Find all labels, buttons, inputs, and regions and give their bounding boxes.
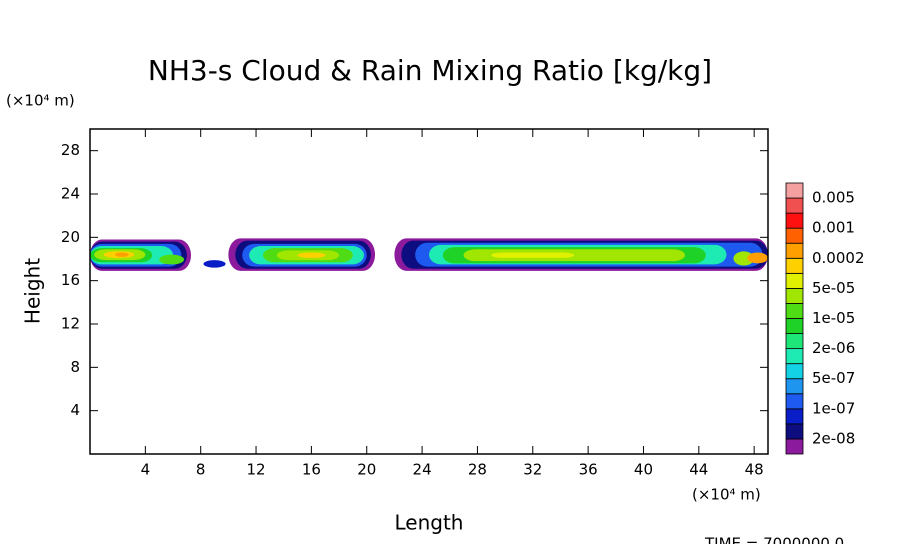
colorbar-box	[785, 182, 804, 199]
y-tick-label: 16	[61, 271, 80, 289]
cloud-region	[297, 252, 326, 258]
colorbar-box	[785, 378, 804, 395]
y-unit: (×10⁴ m)	[6, 92, 75, 110]
x-tick-label: 36	[579, 461, 598, 479]
x-tick-label: 20	[357, 461, 376, 479]
colorbar-box	[785, 272, 804, 289]
colorbar-box	[785, 318, 804, 334]
colorbar-box	[785, 423, 804, 440]
colorbar-box	[785, 348, 804, 365]
x-tick-label: 48	[745, 461, 764, 479]
colorbar-label: 0.001	[812, 219, 855, 237]
colorbar-label: 1e-05	[812, 309, 855, 327]
x-tick-label: 40	[634, 461, 653, 479]
x-tick-label: 12	[246, 461, 265, 479]
colorbar-box	[785, 363, 804, 380]
colorbar-box	[785, 333, 804, 350]
x-tick-label: 24	[413, 461, 432, 479]
colorbar-box	[785, 438, 804, 455]
x-tick-label: 8	[196, 461, 206, 479]
colorbar-label: 2e-06	[812, 339, 855, 357]
colorbar-box	[785, 303, 804, 319]
colorbar-box	[785, 393, 804, 410]
colorbar-box	[785, 212, 804, 229]
colorbar-box	[785, 408, 804, 425]
y-tick-label: 8	[70, 358, 80, 376]
x-unit: (×10⁴ m)	[692, 486, 761, 504]
chart-title: NH3-s Cloud & Rain Mixing Ratio [kg/kg]	[148, 54, 712, 87]
y-axis-label: Height	[21, 258, 45, 324]
x-tick-label: 32	[523, 461, 542, 479]
colorbar-label: 1e-07	[812, 399, 855, 417]
cloud-region	[491, 252, 575, 258]
y-tick-label: 4	[70, 401, 80, 419]
colorbar-label: 5e-05	[812, 279, 855, 297]
colorbar-box	[785, 197, 804, 214]
cloud-region	[114, 252, 129, 257]
cloud-region	[747, 252, 768, 264]
colorbar-label: 0.0002	[812, 249, 865, 267]
y-tick-label: 24	[61, 185, 80, 203]
x-tick-label: 4	[141, 461, 151, 479]
colorbar-label: 2e-08	[812, 429, 855, 447]
x-tick-label: 16	[302, 461, 321, 479]
colorbar-box	[785, 257, 804, 274]
colorbar-box	[785, 242, 804, 259]
colorbar-label: 5e-07	[812, 369, 855, 387]
colorbar-label: 0.005	[812, 189, 855, 207]
y-tick-label: 28	[61, 141, 80, 159]
plot-frame	[89, 128, 769, 455]
colorbar-box	[785, 287, 804, 304]
x-axis-label: Length	[395, 511, 464, 535]
x-tick-label: 44	[689, 461, 708, 479]
y-tick-label: 20	[61, 228, 80, 246]
cloud-region	[203, 260, 226, 268]
cloud-region	[159, 254, 185, 265]
colorbar-box	[785, 227, 804, 244]
x-tick-label: 28	[468, 461, 487, 479]
time-footer: TIME = 7000000.0	[704, 535, 844, 544]
y-tick-label: 12	[61, 315, 80, 333]
